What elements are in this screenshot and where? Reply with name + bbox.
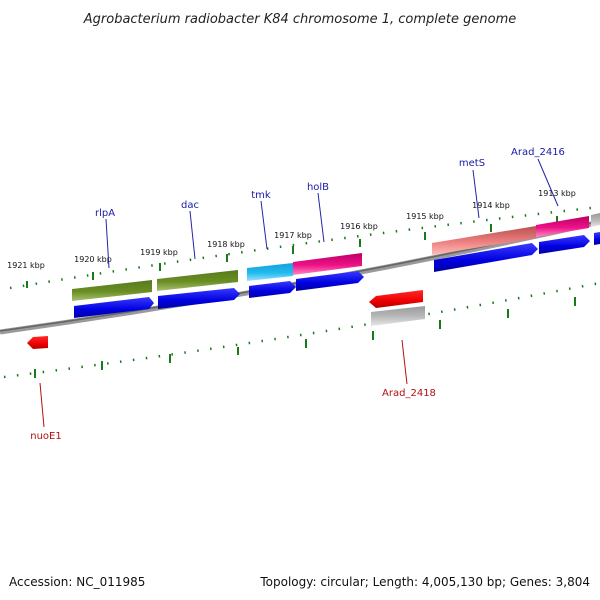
gene-partial-right[interactable] — [591, 213, 600, 227]
gene-holB[interactable] — [293, 253, 362, 275]
label-nuoE1[interactable]: nuoE1 — [30, 431, 61, 442]
genome-stats-text: Topology: circular; Length: 4,005,130 bp… — [259, 575, 590, 589]
gene-Arad_2416[interactable] — [536, 216, 589, 237]
label-metS[interactable]: metS — [459, 158, 485, 169]
tick-label-1914: 1914 kbp — [472, 201, 510, 210]
cds-partial-right[interactable] — [594, 232, 600, 245]
leader-metS — [472, 169, 480, 219]
tick-label-1917: 1917 kbp — [274, 231, 312, 240]
tick-label-1913: 1913 kbp — [538, 189, 576, 198]
cds-dac[interactable] — [158, 288, 240, 309]
gene-tmk[interactable] — [247, 263, 293, 281]
gene-rlpA[interactable] — [72, 280, 152, 301]
label-leaders — [39, 158, 559, 428]
tick-label-1915: 1915 kbp — [406, 212, 444, 221]
cds-rlpA[interactable] — [74, 297, 154, 318]
tick-label-1920: 1920 kbp — [74, 255, 112, 264]
gene-dac[interactable] — [157, 270, 238, 291]
cds-holB[interactable] — [296, 271, 364, 291]
leader-nuoE1 — [39, 382, 45, 428]
reverse-scale-dots — [3, 281, 600, 379]
label-holB[interactable]: holB — [307, 182, 329, 193]
forward-cds — [74, 232, 600, 318]
cds-tmk[interactable] — [249, 281, 296, 298]
tick-label-1918: 1918 kbp — [207, 240, 245, 249]
gene-Arad_2418[interactable] — [371, 306, 425, 326]
accession-text: Accession: NC_011985 — [9, 575, 145, 589]
leader-Arad_2416 — [537, 158, 559, 207]
cds-Arad_2416[interactable] — [539, 235, 590, 254]
leader-rlpA — [105, 218, 110, 269]
label-Arad_2416[interactable]: Arad_2416 — [511, 147, 565, 158]
reverse-scale — [3, 281, 600, 379]
label-dac[interactable]: dac — [181, 200, 199, 211]
leader-tmk — [260, 200, 268, 250]
cds-nuoE1[interactable] — [27, 336, 48, 349]
map-title: Agrobacterium radiobacter K84 chromosome… — [83, 12, 516, 27]
tick-label-1919: 1919 kbp — [140, 248, 178, 257]
label-rlpA[interactable]: rlpA — [95, 208, 115, 219]
label-tmk[interactable]: tmk — [251, 190, 271, 201]
gene-metS[interactable] — [432, 226, 536, 255]
tick-label-1921: 1921 kbp — [7, 261, 45, 270]
cds-metS[interactable] — [434, 243, 538, 272]
forward-scale — [9, 205, 600, 290]
reverse-genes — [27, 290, 425, 349]
leader-dac — [189, 210, 196, 260]
leader-holB — [317, 192, 325, 243]
leader-Arad_2418 — [401, 339, 408, 385]
forward-genes — [72, 213, 600, 301]
label-Arad_2418[interactable]: Arad_2418 — [382, 388, 436, 399]
cds-Arad_2418[interactable] — [369, 290, 423, 308]
tick-label-1916: 1916 kbp — [340, 222, 378, 231]
